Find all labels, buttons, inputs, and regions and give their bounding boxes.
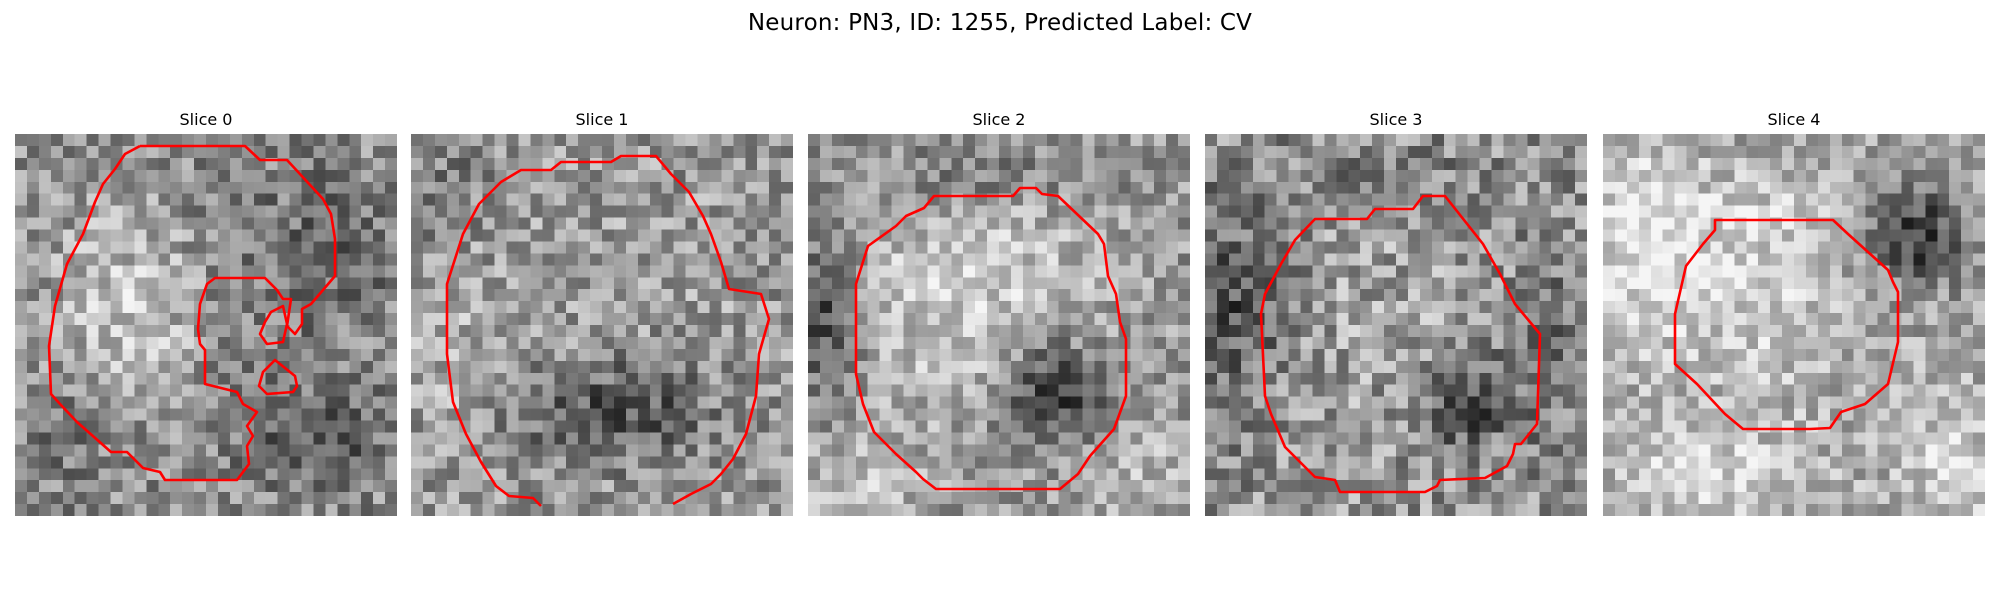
inner-contour-b	[257, 358, 299, 396]
slice-panel-0: Slice 0	[15, 108, 397, 516]
roi-contour	[445, 154, 771, 507]
microscopy-image	[1603, 134, 1985, 516]
inner-contour-a	[258, 304, 289, 346]
slice-title: Slice 4	[1767, 110, 1821, 129]
slice-image-frame	[15, 134, 397, 516]
slice-image-frame	[1603, 134, 1985, 516]
roi-contour	[1259, 194, 1542, 494]
microscopy-image	[1205, 134, 1587, 516]
slice-panel-4: Slice 4	[1603, 108, 1985, 516]
segmentation-overlay	[1673, 218, 1900, 431]
slice-panel-2: Slice 2	[808, 108, 1190, 516]
slice-title: Slice 0	[179, 110, 233, 129]
roi-contour	[854, 186, 1128, 491]
slice-image-frame	[808, 134, 1190, 516]
slice-panel-3: Slice 3	[1205, 108, 1587, 516]
segmentation-overlay	[854, 186, 1128, 491]
segmentation-overlay	[47, 144, 337, 482]
slice-title: Slice 3	[1369, 110, 1423, 129]
slice-panel-1: Slice 1	[411, 108, 793, 516]
segmentation-overlay	[445, 154, 771, 507]
roi-contour	[1673, 218, 1900, 431]
slice-image-frame	[1205, 134, 1587, 516]
slice-title: Slice 2	[972, 110, 1026, 129]
segmentation-overlay	[1259, 194, 1542, 494]
microscopy-image	[808, 134, 1190, 516]
figure-title: Neuron: PN3, ID: 1255, Predicted Label: …	[747, 10, 1253, 36]
slice-title: Slice 1	[575, 110, 629, 129]
roi-contour	[47, 144, 337, 482]
microscopy-image	[15, 134, 397, 516]
slice-image-frame	[411, 134, 793, 516]
